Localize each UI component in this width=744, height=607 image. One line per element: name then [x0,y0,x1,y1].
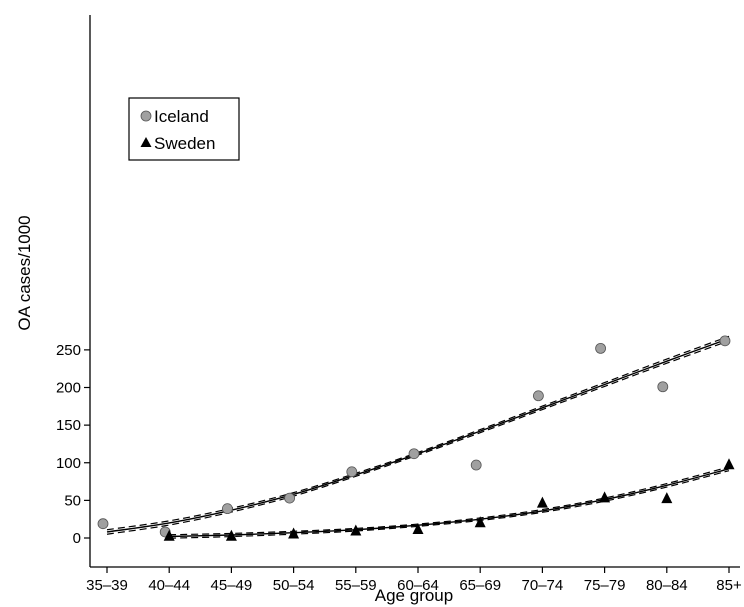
x-tick-label: 85+ [716,577,742,594]
y-tick-label: 100 [56,455,81,472]
y-tick-label: 200 [56,380,81,397]
point-sweden [225,529,237,541]
point-sweden [163,529,175,541]
point-sweden [536,496,548,508]
x-tick-label: 50–54 [273,577,315,594]
fit-ci-upper-iceland [106,335,730,531]
x-tick-label: 45–49 [211,577,253,594]
legend: Iceland Sweden [128,97,240,161]
point-sweden [350,524,362,536]
y-tick-label: 150 [56,417,81,434]
legend-label-sweden: Sweden [154,134,215,153]
x-tick-label: 35–39 [86,577,128,594]
point-iceland [284,492,296,504]
point-iceland [470,459,482,471]
point-iceland [533,390,544,402]
fit-ci-lower-sweden [169,470,730,539]
y-axis-title: OA cases/1000 [15,215,34,330]
point-iceland [657,381,669,393]
x-tick-label: 65–69 [459,577,501,594]
x-tick-label: 70–74 [522,577,564,594]
point-sweden [723,458,735,470]
point-sweden [288,527,300,539]
axes: 0 50 100 150 200 250 35–39 40–44 45–49 50–54 55–59… [56,15,742,594]
fit-ci-upper-sweden [169,466,730,536]
point-iceland [346,466,358,478]
point-sweden [661,492,673,504]
legend-marker-sweden [140,137,152,147]
fit-curves [106,335,730,539]
legend-box [128,97,240,161]
x-tick-label: 55–59 [335,577,377,594]
x-tick-label: 60–64 [397,577,439,594]
y-tick-label: 50 [64,492,81,509]
x-tick-label: 80–84 [646,577,688,594]
point-iceland [97,518,109,530]
point-iceland [221,503,233,515]
point-iceland [719,335,731,347]
y-tick-label: 0 [73,530,81,547]
y-tick-label: 250 [56,342,81,359]
legend-marker-iceland [140,110,152,122]
data-points [97,335,735,541]
point-iceland [408,448,420,460]
fit-line-sweden [169,468,730,538]
fit-ci-lower-iceland [106,340,730,535]
x-axis-title: Age group [375,586,453,605]
point-sweden [474,516,486,528]
fit-line-iceland [106,337,730,533]
point-sweden [599,491,611,503]
point-sweden [412,522,424,534]
x-tick-label: 40–44 [148,577,190,594]
x-tick-label: 75–79 [584,577,626,594]
legend-label-iceland: Iceland [154,107,209,126]
point-iceland [595,342,606,354]
